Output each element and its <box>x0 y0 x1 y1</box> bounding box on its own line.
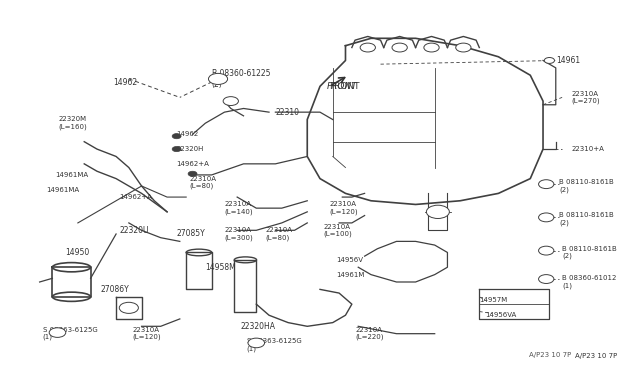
Text: B 08110-8161B
(2): B 08110-8161B (2) <box>559 179 614 193</box>
Text: 22310A
(L=120): 22310A (L=120) <box>330 201 358 215</box>
Text: 22310+A: 22310+A <box>572 146 605 152</box>
Text: 14957M: 14957M <box>479 298 508 304</box>
Text: 14962+A: 14962+A <box>177 161 209 167</box>
Circle shape <box>426 205 449 218</box>
Text: 22310A
(L=120): 22310A (L=120) <box>132 327 161 340</box>
Ellipse shape <box>52 263 91 272</box>
Text: B 08110-8161B
(2): B 08110-8161B (2) <box>559 212 614 226</box>
Circle shape <box>188 171 197 176</box>
Text: FRONT: FRONT <box>326 82 357 91</box>
Text: 22310A
(L=140): 22310A (L=140) <box>225 201 253 215</box>
Text: 22310A
(L=80): 22310A (L=80) <box>189 176 216 189</box>
Ellipse shape <box>234 257 257 263</box>
Text: 22310: 22310 <box>275 108 300 117</box>
Text: A/P23 10 7P: A/P23 10 7P <box>575 353 617 359</box>
Text: 22320HA: 22320HA <box>241 322 275 331</box>
Circle shape <box>544 58 554 63</box>
Text: 22310A
(L=220): 22310A (L=220) <box>355 327 383 340</box>
Text: FRONT: FRONT <box>330 82 360 91</box>
Circle shape <box>248 338 264 348</box>
Text: 14961MA: 14961MA <box>56 172 89 178</box>
Circle shape <box>456 43 471 52</box>
Text: 14961MA: 14961MA <box>46 187 79 193</box>
Text: 14962: 14962 <box>177 131 199 137</box>
Text: S 08363-6125G
(1): S 08363-6125G (1) <box>246 338 301 352</box>
Text: B 08360-61225
(2): B 08360-61225 (2) <box>212 69 270 89</box>
Circle shape <box>172 147 181 152</box>
Circle shape <box>223 97 239 106</box>
Circle shape <box>49 328 66 337</box>
Text: S 08363-6125G
(1): S 08363-6125G (1) <box>43 327 97 340</box>
Circle shape <box>209 73 228 84</box>
Text: 22310A
(L=270): 22310A (L=270) <box>572 91 600 104</box>
Circle shape <box>424 43 439 52</box>
Text: 14956VA: 14956VA <box>486 312 517 318</box>
Text: 14956V: 14956V <box>336 257 363 263</box>
Text: B 08110-8161B
(2): B 08110-8161B (2) <box>562 246 617 259</box>
Text: 27085Y: 27085Y <box>177 230 205 238</box>
Circle shape <box>392 43 407 52</box>
Circle shape <box>172 134 181 139</box>
Ellipse shape <box>186 249 212 256</box>
Text: 14958M: 14958M <box>205 263 236 272</box>
Text: B 08360-61012
(1): B 08360-61012 (1) <box>562 275 616 289</box>
Text: 14961: 14961 <box>556 56 580 65</box>
Circle shape <box>539 246 554 255</box>
Text: 22310A
(L=80): 22310A (L=80) <box>266 227 293 241</box>
Text: 22320H: 22320H <box>177 146 204 152</box>
Circle shape <box>539 213 554 222</box>
Text: 22320U: 22320U <box>119 226 148 235</box>
Circle shape <box>119 302 138 313</box>
Text: 22310A
(L=100): 22310A (L=100) <box>323 224 352 237</box>
Text: 14950: 14950 <box>65 248 90 257</box>
Text: 27086Y: 27086Y <box>100 285 129 294</box>
Text: A/P23 10 7P: A/P23 10 7P <box>529 352 572 358</box>
Text: 14961M: 14961M <box>336 272 364 278</box>
Text: 14962+A: 14962+A <box>119 194 152 200</box>
Ellipse shape <box>52 292 91 301</box>
Circle shape <box>539 180 554 189</box>
Circle shape <box>539 275 554 283</box>
Text: 22320M
(L=160): 22320M (L=160) <box>59 116 88 130</box>
Text: 14962: 14962 <box>113 78 137 87</box>
Circle shape <box>360 43 376 52</box>
Text: 22310A
(L=300): 22310A (L=300) <box>225 227 253 241</box>
